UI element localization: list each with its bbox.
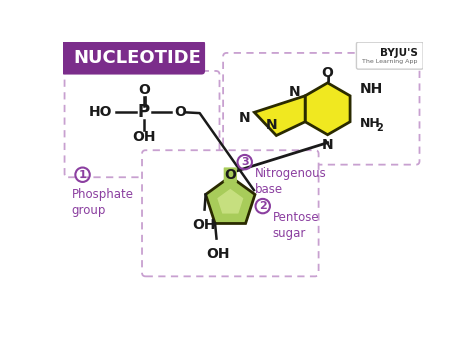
Text: OH: OH (132, 130, 155, 144)
Text: NH: NH (360, 117, 381, 130)
Text: OH: OH (206, 247, 229, 261)
Text: P: P (138, 104, 150, 121)
Text: Pentose
sugar: Pentose sugar (273, 211, 319, 240)
FancyBboxPatch shape (356, 42, 423, 69)
Text: N: N (266, 118, 278, 132)
Polygon shape (255, 96, 305, 135)
Text: N: N (289, 85, 301, 99)
Text: N: N (238, 111, 250, 125)
Text: OH: OH (192, 218, 216, 232)
FancyBboxPatch shape (142, 150, 319, 276)
Text: 3: 3 (241, 157, 248, 167)
Text: The Learning App: The Learning App (362, 59, 418, 65)
Text: O: O (224, 168, 236, 182)
Text: Nitrogenous
base: Nitrogenous base (255, 167, 326, 196)
Polygon shape (217, 189, 243, 213)
Text: BYJU'S: BYJU'S (380, 48, 418, 58)
Text: O: O (322, 66, 334, 80)
Text: N: N (322, 138, 333, 152)
FancyBboxPatch shape (64, 71, 219, 177)
Text: NUCLEOTIDE: NUCLEOTIDE (73, 49, 201, 67)
Text: 2: 2 (259, 201, 266, 211)
Text: O: O (138, 83, 150, 97)
FancyBboxPatch shape (223, 53, 419, 165)
FancyBboxPatch shape (61, 40, 205, 74)
Text: Phosphate
group: Phosphate group (72, 188, 134, 217)
Polygon shape (305, 83, 350, 135)
Text: HO: HO (89, 105, 112, 119)
Text: O: O (174, 105, 186, 119)
Polygon shape (206, 177, 255, 224)
Text: 1: 1 (79, 170, 86, 180)
Text: 2: 2 (376, 123, 383, 133)
Text: NH: NH (360, 82, 383, 96)
